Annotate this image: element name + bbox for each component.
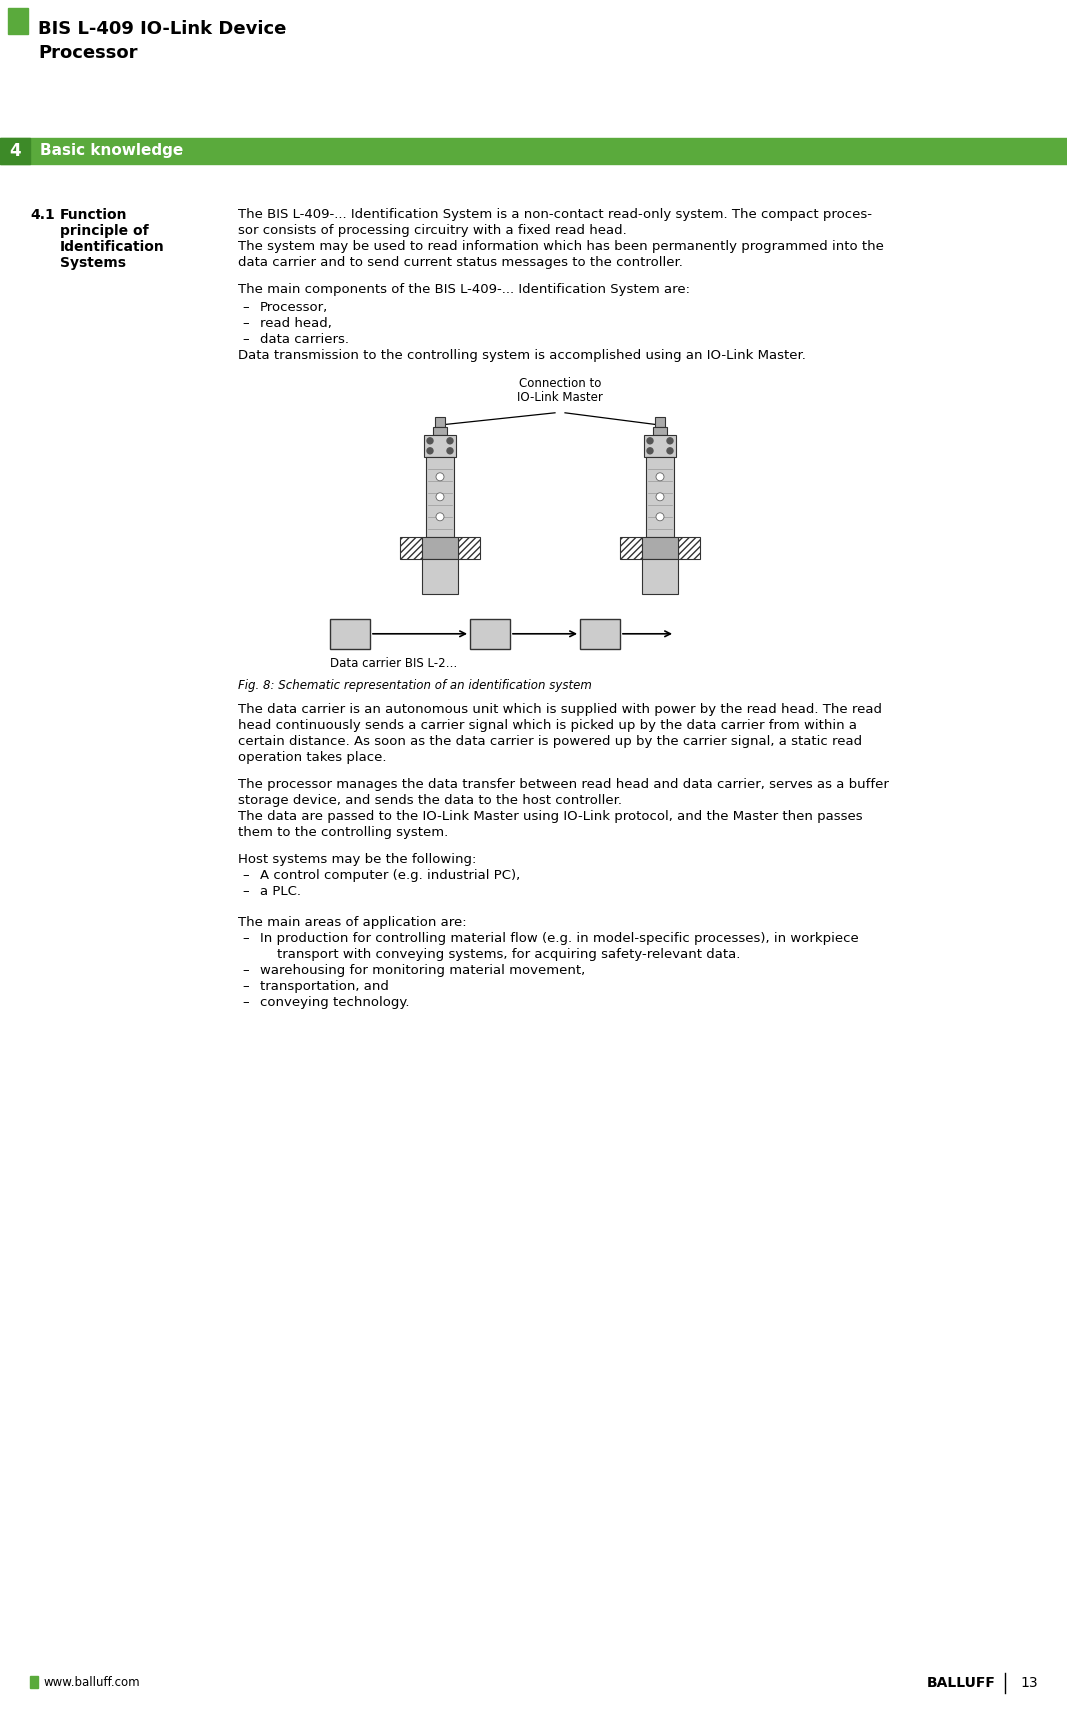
Circle shape <box>436 474 444 480</box>
Circle shape <box>656 492 664 501</box>
Circle shape <box>427 448 433 453</box>
Text: 4.1: 4.1 <box>30 208 54 221</box>
Bar <box>424 434 456 456</box>
Bar <box>655 417 665 427</box>
Text: read head,: read head, <box>260 317 332 329</box>
Bar <box>644 434 676 456</box>
Text: The BIS L-409-... Identification System is a non-contact read-only system. The c: The BIS L-409-... Identification System … <box>238 208 872 221</box>
Text: Systems: Systems <box>60 256 126 269</box>
Text: –: – <box>242 317 249 329</box>
Bar <box>423 559 458 594</box>
Text: In production for controlling material flow (e.g. in model-specific processes), : In production for controlling material f… <box>260 932 859 944</box>
Bar <box>653 427 667 434</box>
Bar <box>642 559 678 594</box>
Circle shape <box>447 448 453 453</box>
Text: transport with conveying systems, for acquiring safety-relevant data.: transport with conveying systems, for ac… <box>260 947 740 961</box>
Text: Basic knowledge: Basic knowledge <box>39 144 184 158</box>
Text: Identification: Identification <box>60 240 164 254</box>
Text: –: – <box>242 333 249 347</box>
Circle shape <box>447 438 453 444</box>
Text: Host systems may be the following:: Host systems may be the following: <box>238 853 476 867</box>
Circle shape <box>656 513 664 520</box>
Bar <box>433 427 447 434</box>
Text: principle of: principle of <box>60 225 148 239</box>
Circle shape <box>427 438 433 444</box>
Text: Processor: Processor <box>38 45 138 62</box>
Bar <box>435 417 445 427</box>
Bar <box>0 137 1067 165</box>
Text: A control computer (e.g. industrial PC),: A control computer (e.g. industrial PC), <box>260 870 521 882</box>
Text: warehousing for monitoring material movement,: warehousing for monitoring material move… <box>260 964 586 976</box>
Text: data carriers.: data carriers. <box>260 333 349 347</box>
Text: them to the controlling system.: them to the controlling system. <box>238 825 448 839</box>
Text: storage device, and sends the data to the host controller.: storage device, and sends the data to th… <box>238 795 622 807</box>
Text: Data transmission to the controlling system is accomplished using an IO-Link Mas: Data transmission to the controlling sys… <box>238 348 806 362</box>
Bar <box>7 9 28 34</box>
Text: a PLC.: a PLC. <box>260 885 301 897</box>
Text: –: – <box>242 995 249 1009</box>
Text: BALLUFF: BALLUFF <box>927 1677 996 1690</box>
Circle shape <box>656 474 664 480</box>
Circle shape <box>436 492 444 501</box>
Bar <box>642 537 678 559</box>
Text: The processor manages the data transfer between read head and data carrier, serv: The processor manages the data transfer … <box>238 777 889 791</box>
Bar <box>426 456 453 537</box>
Text: –: – <box>242 885 249 897</box>
Text: www.balluff.com: www.balluff.com <box>44 1677 141 1690</box>
Text: data carrier and to send current status messages to the controller.: data carrier and to send current status … <box>238 256 683 269</box>
Text: 4: 4 <box>10 142 21 160</box>
Text: The main areas of application are:: The main areas of application are: <box>238 916 466 928</box>
Text: –: – <box>242 932 249 944</box>
Text: head continuously sends a carrier signal which is picked up by the data carrier : head continuously sends a carrier signal… <box>238 719 857 731</box>
Text: conveying technology.: conveying technology. <box>260 995 410 1009</box>
Bar <box>30 1677 38 1689</box>
Text: 13: 13 <box>1020 1677 1037 1690</box>
Bar <box>423 537 458 559</box>
Bar <box>0 137 30 165</box>
Bar <box>330 619 370 649</box>
Bar <box>400 537 423 559</box>
Text: sor consists of processing circuitry with a fixed read head.: sor consists of processing circuitry wit… <box>238 225 626 237</box>
Text: Fig. 8: Schematic representation of an identification system: Fig. 8: Schematic representation of an i… <box>238 680 592 692</box>
Text: The data carrier is an autonomous unit which is supplied with power by the read : The data carrier is an autonomous unit w… <box>238 704 882 716</box>
Circle shape <box>647 438 653 444</box>
Text: BIS L-409 IO-Link Device: BIS L-409 IO-Link Device <box>38 21 286 38</box>
Bar <box>580 619 620 649</box>
Bar <box>469 619 510 649</box>
Text: Function: Function <box>60 208 127 221</box>
Circle shape <box>667 448 673 453</box>
Bar <box>458 537 480 559</box>
Text: The data are passed to the IO-Link Master using IO-Link protocol, and the Master: The data are passed to the IO-Link Maste… <box>238 810 862 824</box>
Text: IO-Link Master: IO-Link Master <box>517 391 603 403</box>
Text: The system may be used to read information which has been permanently programmed: The system may be used to read informati… <box>238 240 883 252</box>
Text: Processor,: Processor, <box>260 300 329 314</box>
Text: transportation, and: transportation, and <box>260 980 388 992</box>
Text: The main components of the BIS L-409-... Identification System are:: The main components of the BIS L-409-...… <box>238 283 690 297</box>
Text: operation takes place.: operation takes place. <box>238 752 386 764</box>
Circle shape <box>647 448 653 453</box>
Text: Connection to: Connection to <box>519 378 601 390</box>
Bar <box>678 537 700 559</box>
Bar <box>646 456 674 537</box>
Text: –: – <box>242 980 249 992</box>
Text: –: – <box>242 870 249 882</box>
Circle shape <box>436 513 444 520</box>
Text: certain distance. As soon as the data carrier is powered up by the carrier signa: certain distance. As soon as the data ca… <box>238 734 862 748</box>
Circle shape <box>667 438 673 444</box>
Text: Data carrier BIS L-2…: Data carrier BIS L-2… <box>330 657 458 669</box>
Text: –: – <box>242 300 249 314</box>
Bar <box>620 537 642 559</box>
Text: –: – <box>242 964 249 976</box>
